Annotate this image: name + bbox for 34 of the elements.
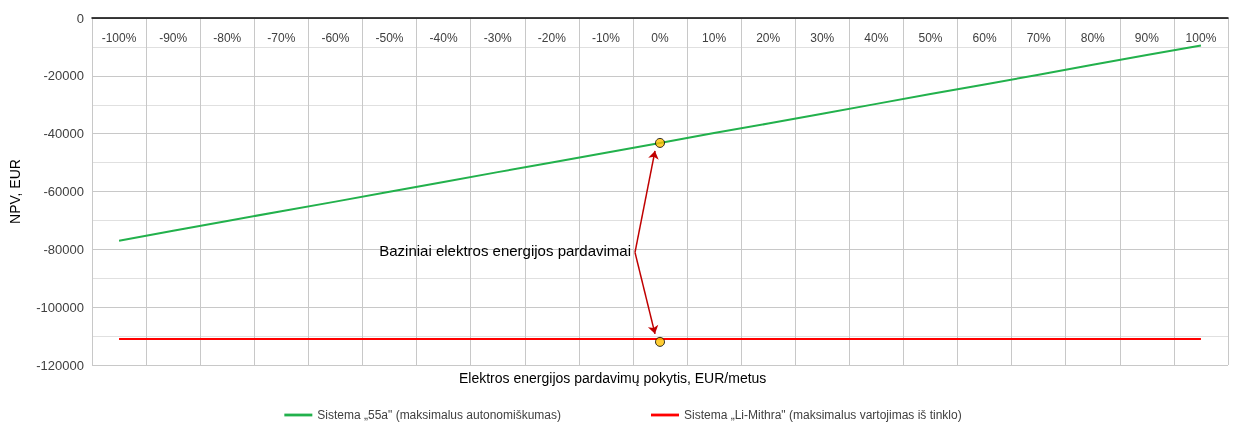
x-tick-label: 70%	[1026, 31, 1051, 45]
x-tick-label: -70%	[267, 31, 296, 45]
x-tick-label: 20%	[756, 31, 781, 45]
x-tick-label: 40%	[864, 31, 889, 45]
x-tick-label: 60%	[972, 31, 997, 45]
x-tick-label: -100%	[101, 31, 137, 45]
x-axis-title: Elektros energijos pardavimų pokytis, EUR/metus	[459, 370, 767, 386]
x-tick-label: -30%	[483, 31, 513, 45]
line-series	[118, 44, 1202, 242]
annotation: Baziniai elektros energijos pardavimai	[379, 242, 631, 260]
x-tick-label: 50%	[918, 31, 943, 45]
x-tick-label: -20%	[537, 31, 567, 45]
x-tick-label: -40%	[429, 31, 458, 45]
y-tick-label: -20000	[43, 68, 84, 84]
x-tick-label: 100%	[1185, 31, 1217, 45]
legend-label: Sistema „55a" (maksimalus autonomiškumas)	[317, 408, 562, 422]
y-tick-label: -40000	[43, 126, 84, 142]
y-tick-label: 0	[76, 10, 84, 26]
y-tick-label: -60000	[43, 184, 84, 199]
x-tick-label: 80%	[1080, 31, 1106, 45]
y-tick-label: -120000	[36, 357, 84, 373]
x-tick-label: -10%	[591, 31, 621, 45]
legend-label: Sistema „Li-Mithra" (maksimalus vartojimas iš tinklo)	[684, 408, 962, 422]
x-tick-label: -60%	[321, 31, 350, 45]
x-tick-label: 0%	[651, 31, 669, 45]
x-tick-label: 30%	[810, 31, 835, 45]
y-axis-title: NPV, EUR	[7, 159, 23, 224]
x-tick-label: -90%	[159, 31, 188, 45]
x-tick-label: -50%	[375, 31, 404, 45]
y-tick-label: -100000	[36, 299, 84, 315]
x-tick-label: -80%	[213, 31, 242, 45]
y-tick-label: -80000	[43, 241, 84, 257]
x-tick-label: 90%	[1134, 31, 1160, 45]
x-tick-label: 10%	[702, 31, 727, 45]
